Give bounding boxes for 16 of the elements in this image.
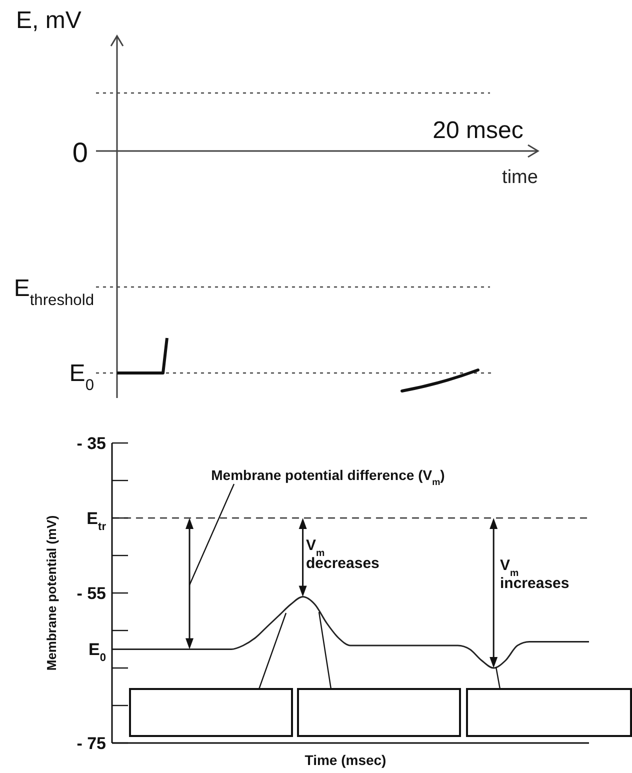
annotation: V$_{m}$ decreases	[306, 537, 380, 572]
text: E$_{0}$	[88, 640, 106, 664]
y-axis-title: Membrane potential (mV)	[44, 515, 59, 671]
y-tick-label: - 55	[76, 584, 106, 603]
text: E$_{0}$	[69, 360, 94, 394]
text: E$_{threshold}$	[14, 275, 94, 308]
text: E, mV	[16, 7, 82, 34]
y-tick-label: - 75	[76, 734, 106, 753]
annotation: V$_{m}$ increases	[500, 557, 570, 592]
text: 0	[72, 137, 88, 168]
ref-line-label: E$_{tr}$	[86, 509, 107, 533]
y-tick-label: - 35	[76, 434, 106, 453]
x-axis-title: Time (msec)	[304, 752, 386, 768]
text: 20 msec	[432, 117, 524, 144]
text: time	[502, 167, 538, 188]
annotation: Membrane potential difference (V$_{m}$)	[211, 467, 445, 487]
